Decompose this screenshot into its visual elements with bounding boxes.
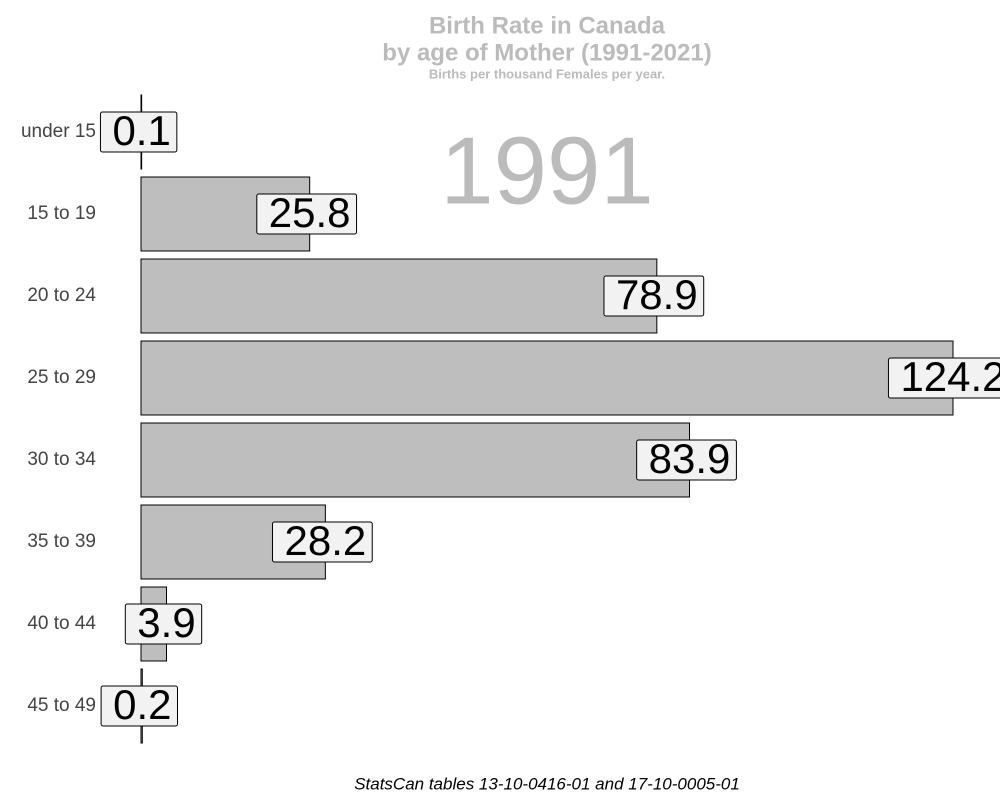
- y-tick-label: under 15: [21, 121, 96, 142]
- value-label: 3.9: [137, 599, 195, 646]
- y-tick-label: 35 to 39: [27, 531, 96, 552]
- value-label-box: [603, 275, 705, 317]
- value-label-box: [271, 521, 373, 563]
- bar: [140, 258, 658, 334]
- chart-subtitle: Births per thousand Females per year.: [429, 66, 665, 81]
- value-label: 0.2: [113, 681, 171, 728]
- year-annotation: 1991: [440, 117, 654, 224]
- value-label-box: [636, 439, 737, 481]
- value-label: 28.2: [284, 517, 366, 564]
- value-label-box: [99, 111, 178, 153]
- y-tick-label: 20 to 24: [27, 285, 96, 306]
- y-tick-label: 40 to 44: [27, 613, 96, 634]
- value-label-box: [256, 193, 358, 235]
- y-tick-label: 45 to 49: [27, 695, 96, 716]
- y-tick-label: 25 to 29: [27, 367, 96, 388]
- value-label-box: [887, 357, 1000, 399]
- chart-title: by age of Mother (1991-2021): [382, 39, 711, 66]
- bar: [140, 422, 691, 498]
- value-label: 124.2: [900, 353, 1000, 400]
- value-label: 0.1: [112, 107, 170, 154]
- value-label: 25.8: [269, 189, 351, 236]
- chart-title: Birth Rate in Canada: [429, 12, 666, 39]
- y-tick-label: 30 to 34: [27, 449, 96, 470]
- bar: [140, 340, 954, 416]
- value-label: 78.9: [616, 271, 698, 318]
- y-tick-label: 15 to 19: [27, 203, 96, 224]
- value-label: 83.9: [649, 435, 731, 482]
- value-label-box: [100, 685, 179, 727]
- value-label-box: [124, 603, 203, 645]
- caption: StatsCan tables 13-10-0416-01 and 17-10-…: [354, 774, 740, 793]
